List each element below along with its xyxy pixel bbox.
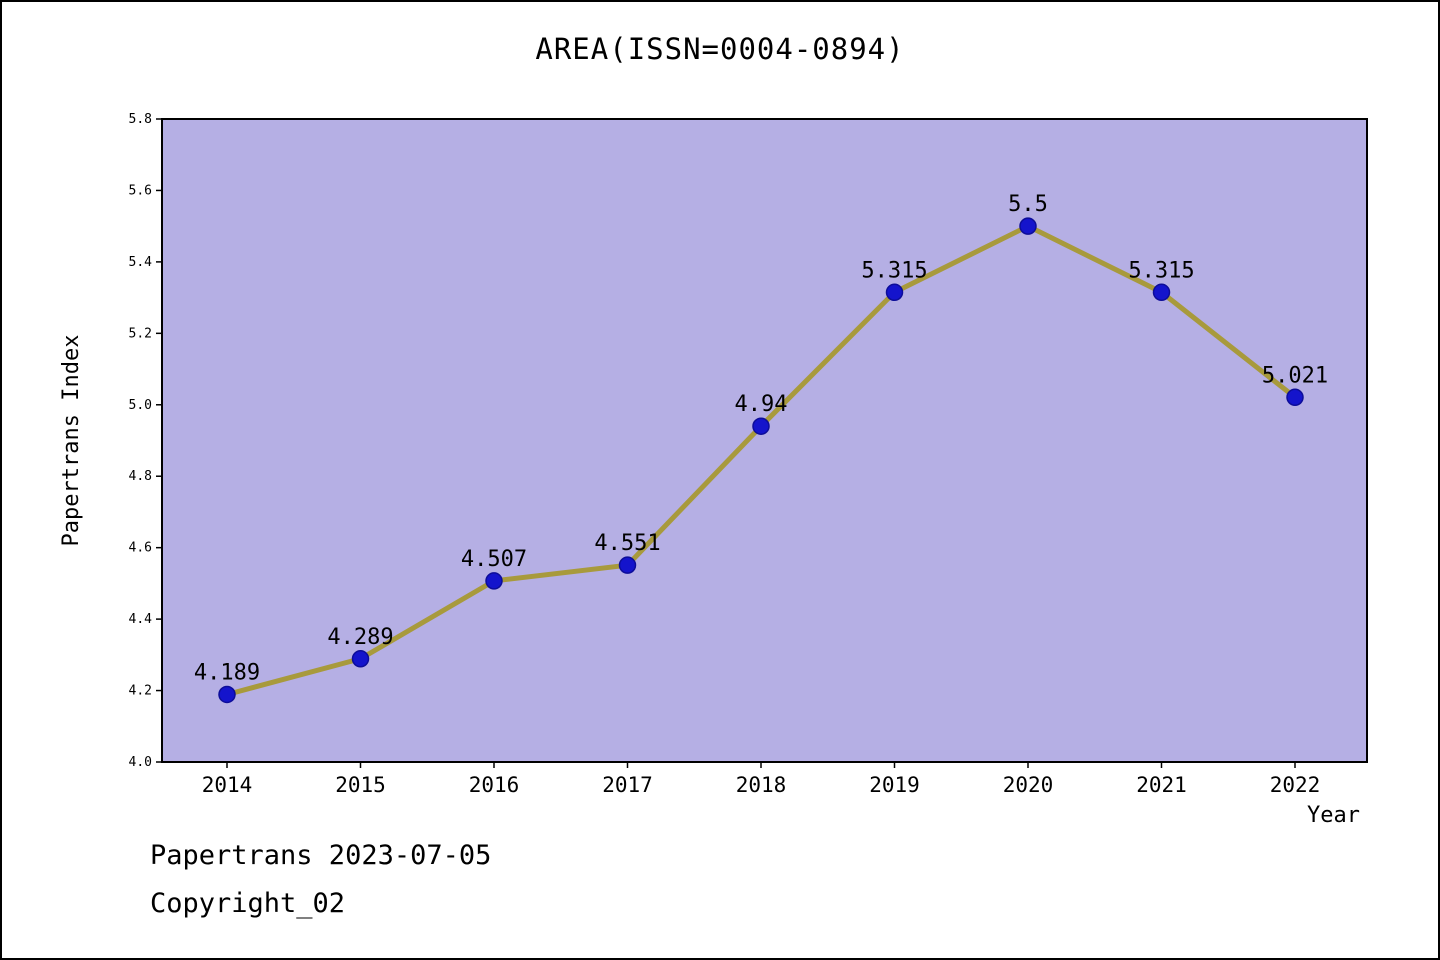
- svg-text:4.4: 4.4: [129, 612, 153, 627]
- svg-text:5.4: 5.4: [129, 255, 153, 270]
- svg-text:4.289: 4.289: [327, 625, 393, 650]
- svg-text:2019: 2019: [869, 773, 920, 797]
- svg-text:2014: 2014: [202, 773, 253, 797]
- svg-text:2017: 2017: [602, 773, 653, 797]
- svg-text:4.2: 4.2: [129, 684, 152, 699]
- svg-text:2020: 2020: [1003, 773, 1054, 797]
- svg-text:4.8: 4.8: [129, 469, 152, 484]
- svg-text:4.189: 4.189: [194, 660, 260, 685]
- svg-text:5.5: 5.5: [1008, 192, 1048, 217]
- svg-text:2015: 2015: [335, 773, 386, 797]
- svg-text:Papertrans Index: Papertrans Index: [59, 335, 84, 547]
- svg-text:2018: 2018: [736, 773, 787, 797]
- chart-title: AREA(ISSN=0004-0894): [535, 32, 905, 66]
- footer-source-date: Papertrans 2023-07-05: [150, 840, 492, 871]
- svg-text:4.507: 4.507: [461, 547, 527, 572]
- svg-text:4.551: 4.551: [594, 531, 660, 556]
- svg-text:5.8: 5.8: [129, 112, 152, 127]
- svg-text:5.2: 5.2: [129, 326, 152, 341]
- svg-text:4.6: 4.6: [129, 541, 152, 556]
- svg-text:5.315: 5.315: [861, 258, 927, 283]
- svg-text:Year: Year: [1307, 803, 1360, 828]
- svg-text:4.0: 4.0: [129, 755, 152, 770]
- svg-text:5.021: 5.021: [1262, 363, 1328, 388]
- svg-text:5.6: 5.6: [129, 183, 152, 198]
- svg-text:4.94: 4.94: [735, 392, 788, 417]
- svg-text:5.315: 5.315: [1128, 258, 1194, 283]
- footer-copyright: Copyright_02: [150, 888, 346, 919]
- svg-text:2022: 2022: [1270, 773, 1321, 797]
- svg-text:2021: 2021: [1136, 773, 1187, 797]
- svg-text:2016: 2016: [469, 773, 520, 797]
- svg-text:5.0: 5.0: [129, 398, 152, 413]
